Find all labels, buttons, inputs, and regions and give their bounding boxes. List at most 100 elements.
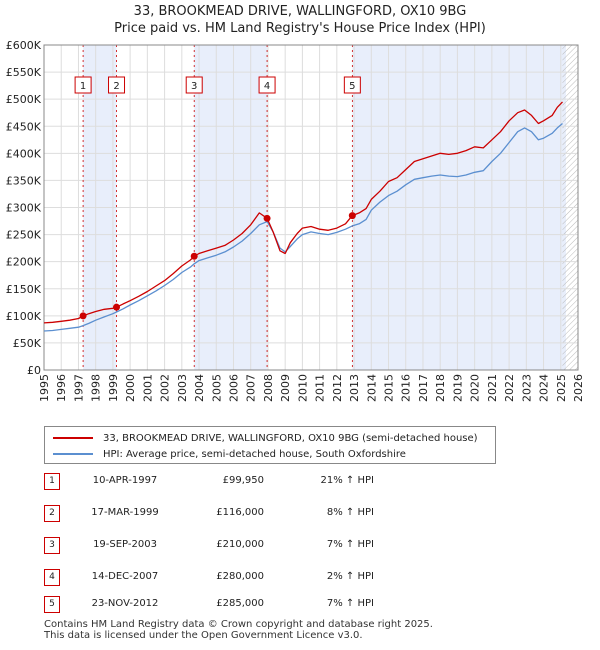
sale-price: £99,950 — [222, 475, 264, 486]
x-tick-label: 2022 — [503, 374, 516, 402]
sale-row: 2 17-MAR-1999 £116,000 8% ↑ HPI — [44, 505, 464, 523]
legend-swatch-property — [53, 437, 93, 439]
y-tick-label: £100K — [6, 310, 42, 323]
sale-marker-box — [258, 76, 276, 94]
sale-marker-badge: 1 — [44, 473, 60, 490]
sale-marker-badge: 5 — [44, 596, 60, 613]
series-line-property — [43, 101, 563, 324]
sale-hpi-diff: 8% ↑ HPI — [326, 507, 374, 518]
x-tick-label: 2009 — [279, 374, 292, 402]
x-tick-label: 2016 — [400, 374, 413, 402]
sale-date: 14-DEC-2007 — [91, 571, 159, 582]
sale-hpi-diff: 7% ↑ HPI — [326, 598, 374, 609]
x-tick-label: 2010 — [296, 374, 309, 402]
sale-marker-label: 1 — [80, 81, 86, 92]
sale-row: 3 19-SEP-2003 £210,000 7% ↑ HPI — [44, 537, 464, 555]
x-tick-label: 2012 — [331, 374, 344, 402]
sale-marker-badge: 2 — [44, 505, 60, 522]
sale-point — [190, 252, 198, 260]
sale-marker-label: 5 — [349, 81, 355, 92]
sale-price: £210,000 — [216, 539, 264, 550]
sale-hpi-diff: 21% ↑ HPI — [320, 475, 374, 486]
sale-marker-label: 3 — [191, 81, 197, 92]
sale-row: 5 23-NOV-2012 £285,000 7% ↑ HPI — [44, 596, 464, 614]
y-tick-label: £400K — [6, 147, 42, 160]
sale-marker-box — [74, 76, 92, 94]
y-tick-label: £50K — [13, 337, 42, 350]
sale-marker-badge: 4 — [44, 569, 60, 586]
y-tick-label: £450K — [6, 120, 42, 133]
x-tick-label: 2015 — [383, 374, 396, 402]
x-tick-label: 1998 — [90, 374, 103, 402]
sale-date: 17-MAR-1999 — [91, 507, 159, 518]
x-tick-label: 2023 — [520, 374, 533, 402]
chart-legend: 33, BROOKMEAD DRIVE, WALLINGFORD, OX10 9… — [44, 426, 496, 464]
x-tick-label: 2003 — [176, 374, 189, 402]
legend-entry-property: 33, BROOKMEAD DRIVE, WALLINGFORD, OX10 9… — [53, 430, 478, 446]
sale-hpi-diff: 2% ↑ HPI — [326, 571, 374, 582]
sale-point — [348, 212, 356, 220]
sale-marker-badge: 3 — [44, 537, 60, 554]
y-tick-label: £200K — [6, 256, 42, 269]
sale-point — [263, 214, 271, 222]
y-tick-label: £300K — [6, 202, 42, 215]
chart-title: 33, BROOKMEAD DRIVE, WALLINGFORD, OX10 9… — [133, 4, 467, 19]
x-tick-label: 2026 — [572, 374, 585, 402]
x-tick-label: 2006 — [227, 374, 240, 402]
x-tick-label: 1996 — [55, 374, 68, 402]
y-tick-label: £500K — [6, 93, 42, 106]
x-tick-label: 2013 — [348, 374, 361, 402]
sale-price: £116,000 — [216, 507, 264, 518]
x-tick-label: 1999 — [107, 374, 120, 402]
y-tick-label: £0 — [27, 364, 41, 377]
sale-marker-label: 2 — [113, 81, 119, 92]
sale-point — [113, 303, 121, 311]
price-chart: £0 £50K £100K £150K £200K £250K £300K £350K £400… — [6, 39, 585, 402]
sale-marker-label: 4 — [264, 81, 270, 92]
y-tick-label: £350K — [6, 174, 42, 187]
x-tick-label: 2019 — [451, 374, 464, 402]
x-tick-label: 2020 — [469, 374, 482, 402]
sale-point — [79, 312, 87, 320]
x-tick-label: 2001 — [141, 374, 154, 402]
x-tick-label: 2011 — [314, 374, 327, 402]
sale-date: 10-APR-1997 — [92, 475, 158, 486]
sale-marker-box — [343, 76, 361, 94]
x-tick-label: 2024 — [538, 374, 551, 402]
sale-row: 4 14-DEC-2007 £280,000 2% ↑ HPI — [44, 569, 464, 587]
x-tick-label: 2008 — [262, 374, 275, 402]
x-tick-label: 1995 — [38, 374, 51, 402]
x-tick-label: 2014 — [365, 374, 378, 402]
y-tick-label: £600K — [6, 39, 42, 52]
sale-marker-box — [185, 76, 203, 94]
x-tick-label: 2017 — [417, 374, 430, 402]
sale-date: 19-SEP-2003 — [93, 539, 157, 550]
x-tick-label: 1997 — [72, 374, 85, 402]
chart-subtitle: Price paid vs. HM Land Registry's House … — [114, 21, 486, 36]
sale-hpi-diff: 7% ↑ HPI — [326, 539, 374, 550]
x-tick-label: 2021 — [486, 374, 499, 402]
sale-price: £280,000 — [216, 571, 264, 582]
legend-entry-hpi: HPI: Average price, semi-detached house,… — [53, 446, 406, 462]
sale-price: £285,000 — [216, 598, 264, 609]
x-tick-label: 2007 — [245, 374, 258, 402]
y-tick-label: £250K — [6, 229, 42, 242]
y-tick-label: £550K — [6, 66, 42, 79]
sale-row: 1 10-APR-1997 £99,950 21% ↑ HPI — [44, 473, 464, 491]
series-line-hpi — [43, 123, 563, 332]
x-tick-label: 2000 — [124, 374, 137, 402]
legend-label-hpi: HPI: Average price, semi-detached house,… — [103, 448, 406, 460]
footer-copyright: Contains HM Land Registry data © Crown c… — [44, 619, 433, 630]
legend-label-property: 33, BROOKMEAD DRIVE, WALLINGFORD, OX10 9… — [103, 432, 478, 444]
x-tick-label: 2005 — [210, 374, 223, 402]
sale-marker-box — [108, 76, 126, 94]
sale-date: 23-NOV-2012 — [91, 598, 159, 609]
x-tick-label: 2002 — [159, 374, 172, 402]
legend-swatch-hpi — [53, 453, 93, 455]
x-tick-label: 2004 — [193, 374, 206, 402]
x-tick-label: 2018 — [434, 374, 447, 402]
plot-frame — [43, 44, 579, 371]
y-tick-label: £150K — [6, 283, 42, 296]
x-tick-label: 2025 — [555, 374, 568, 402]
footer-licence: This data is licensed under the Open Gov… — [44, 630, 363, 641]
